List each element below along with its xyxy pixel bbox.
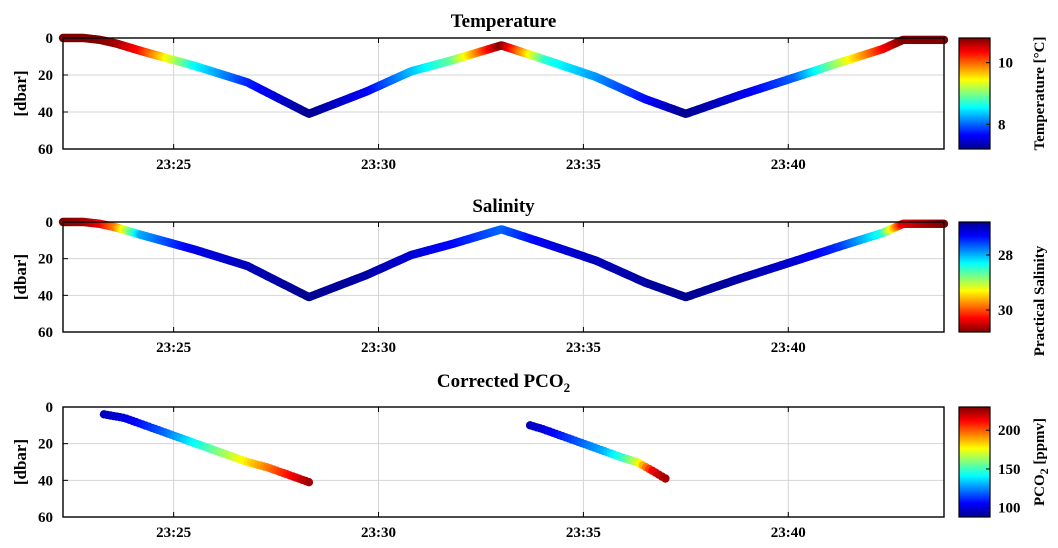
y-axis-label: [dbar] <box>11 439 30 485</box>
x-tick-label: 23:35 <box>566 157 601 173</box>
colorbar-tick-label: 30 <box>998 303 1013 319</box>
axes-box <box>62 37 945 150</box>
x-tick-label: 23:25 <box>156 340 191 356</box>
colorbar-label: PCO2 [ppmv] <box>1032 418 1051 506</box>
x-tick-label: 23:40 <box>771 525 806 541</box>
x-tick-label: 23:30 <box>361 157 396 173</box>
axes-box <box>62 221 945 333</box>
x-tick-label: 23:35 <box>566 525 601 541</box>
data-points <box>99 410 670 487</box>
colorbar-tick-label: 10 <box>998 56 1013 72</box>
y-tick-label: 20 <box>38 437 53 453</box>
plot-area <box>63 407 944 517</box>
x-tick-label: 23:30 <box>361 340 396 356</box>
y-axis-label: [dbar] <box>11 70 30 116</box>
colorbar-tick-label: 150 <box>998 462 1021 478</box>
y-tick-label: 40 <box>38 473 53 489</box>
x-tick-label: 23:25 <box>156 525 191 541</box>
panel-title: Temperature <box>451 11 557 32</box>
colorbar-gradient <box>958 406 991 518</box>
data-points <box>58 217 949 302</box>
panel-3: 23:25 23:30 23:35 23:40 0 20 40 60 [dbar] Correct… <box>11 371 1051 541</box>
y-tick-label: 0 <box>46 31 54 47</box>
colorbar-gradient <box>958 221 991 333</box>
y-tick-label: 40 <box>38 288 53 304</box>
plot-area <box>63 222 944 332</box>
colorbar-tick-label: 200 <box>998 423 1021 439</box>
colorbar: 200 150 100 PCO2 [ppmv] <box>958 406 1051 518</box>
colorbar-tick-label: 100 <box>998 501 1021 517</box>
y-tick-label: 60 <box>38 142 53 158</box>
x-tick-label: 23:35 <box>566 340 601 356</box>
colorbar-tick-label: 8 <box>998 117 1006 133</box>
colorbar: 28 30 Practical Salinity <box>958 221 1048 356</box>
y-axis-label: [dbar] <box>11 254 30 300</box>
x-tick-label: 23:30 <box>361 525 396 541</box>
colorbar: 10 8 Temperature [°C] <box>958 37 1048 151</box>
x-tick-label: 23:40 <box>771 157 806 173</box>
y-tick-label: 20 <box>38 68 53 84</box>
y-tick-label: 0 <box>46 215 54 231</box>
y-tick-label: 60 <box>38 510 53 526</box>
y-tick-label: 20 <box>38 252 53 268</box>
colorbar-tick-label: 28 <box>998 248 1013 264</box>
axes-box <box>62 406 945 518</box>
y-tick-label: 0 <box>46 400 54 416</box>
colorbar-label: Temperature [°C] <box>1032 37 1048 151</box>
panel-title: Corrected PCO2 <box>437 371 570 395</box>
y-tick-label: 40 <box>38 105 53 121</box>
panel-2: 23:25 23:30 23:35 23:40 0 20 40 60 [dbar] Salinit… <box>11 196 1048 356</box>
plot-area <box>63 38 944 149</box>
colorbar-gradient <box>958 37 991 150</box>
colorbar-label: Practical Salinity <box>1032 245 1048 356</box>
panel-1: 23:25 23:30 23:35 23:40 0 20 40 60 [dbar] Tempera… <box>11 11 1048 173</box>
x-tick-label: 23:40 <box>771 340 806 356</box>
x-tick-label: 23:25 <box>156 157 191 173</box>
panel-title: Salinity <box>472 196 535 217</box>
data-point-s1 <box>304 478 314 487</box>
y-tick-label: 60 <box>38 325 53 341</box>
data-point-s2 <box>661 474 670 483</box>
